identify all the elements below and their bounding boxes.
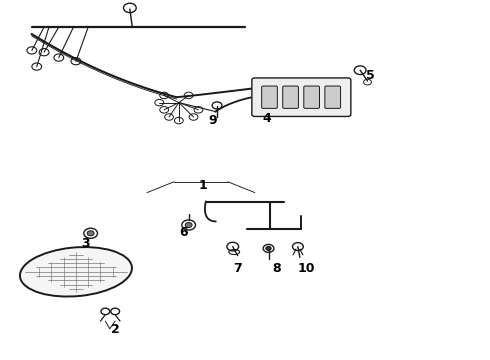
Text: 6: 6 bbox=[179, 226, 188, 239]
Circle shape bbox=[266, 247, 271, 250]
Text: 2: 2 bbox=[111, 323, 120, 336]
Text: 3: 3 bbox=[81, 237, 90, 249]
FancyBboxPatch shape bbox=[325, 86, 341, 108]
Text: 4: 4 bbox=[263, 112, 271, 125]
FancyBboxPatch shape bbox=[262, 86, 277, 108]
Text: 10: 10 bbox=[297, 262, 315, 275]
FancyBboxPatch shape bbox=[283, 86, 298, 108]
Ellipse shape bbox=[20, 247, 132, 297]
Circle shape bbox=[87, 231, 94, 236]
FancyBboxPatch shape bbox=[304, 86, 319, 108]
Circle shape bbox=[185, 222, 192, 228]
Text: 8: 8 bbox=[272, 262, 281, 275]
Text: 1: 1 bbox=[199, 179, 208, 192]
Text: 5: 5 bbox=[366, 69, 374, 82]
Text: 7: 7 bbox=[233, 262, 242, 275]
FancyBboxPatch shape bbox=[252, 78, 351, 117]
Text: 9: 9 bbox=[209, 114, 218, 127]
